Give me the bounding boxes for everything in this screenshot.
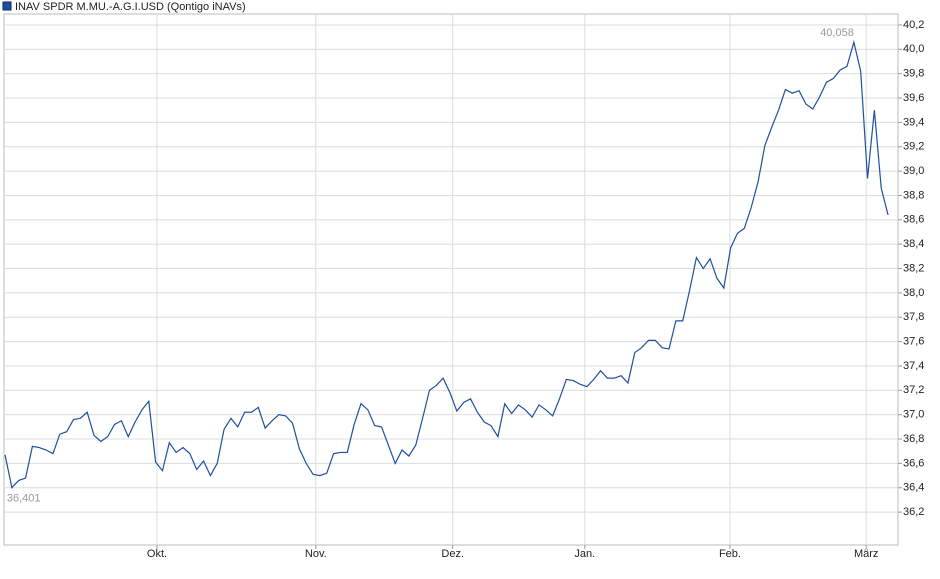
low-label: 36,401	[7, 493, 41, 505]
y-tick-label: 37,0	[903, 409, 924, 421]
legend-swatch	[2, 1, 12, 11]
y-tick-label: 39,2	[903, 141, 924, 153]
y-tick-label: 37,2	[903, 384, 924, 396]
x-tick-label: Dez.	[441, 548, 464, 560]
x-tick-label: Nov.	[305, 548, 327, 560]
y-tick-label: 38,2	[903, 262, 924, 274]
y-tick-label: 38,4	[903, 238, 924, 250]
x-tick-label: März	[854, 548, 878, 560]
y-tick-label: 36,2	[903, 506, 924, 518]
y-tick-label: 38,0	[903, 287, 924, 299]
legend-label: INAV SPDR M.MU.-A.G.I.USD (Qontigo iNAVs…	[15, 1, 246, 13]
y-tick-label: 40,2	[903, 19, 924, 31]
y-tick-label: 39,8	[903, 68, 924, 80]
y-tick-label: 36,6	[903, 457, 924, 469]
y-tick-label: 40,0	[903, 43, 924, 55]
y-tick-label: 37,6	[903, 336, 924, 348]
y-tick-label: 38,6	[903, 214, 924, 226]
x-tick-label: Feb.	[719, 548, 741, 560]
line-series	[4, 39, 889, 489]
y-tick-label: 39,0	[903, 165, 924, 177]
high-label: 40,058	[820, 27, 854, 39]
y-tick-label: 36,8	[903, 433, 924, 445]
x-tick-label: Jan.	[574, 548, 595, 560]
y-tick-label: 38,8	[903, 189, 924, 201]
y-tick-label: 36,4	[903, 482, 924, 494]
y-tick-label: 37,4	[903, 360, 924, 372]
plot-frame	[3, 13, 899, 546]
y-tick-label: 37,8	[903, 311, 924, 323]
x-tick-label: Okt.	[147, 548, 167, 560]
y-tick-label: 39,4	[903, 116, 924, 128]
y-tick-label: 39,6	[903, 92, 924, 104]
